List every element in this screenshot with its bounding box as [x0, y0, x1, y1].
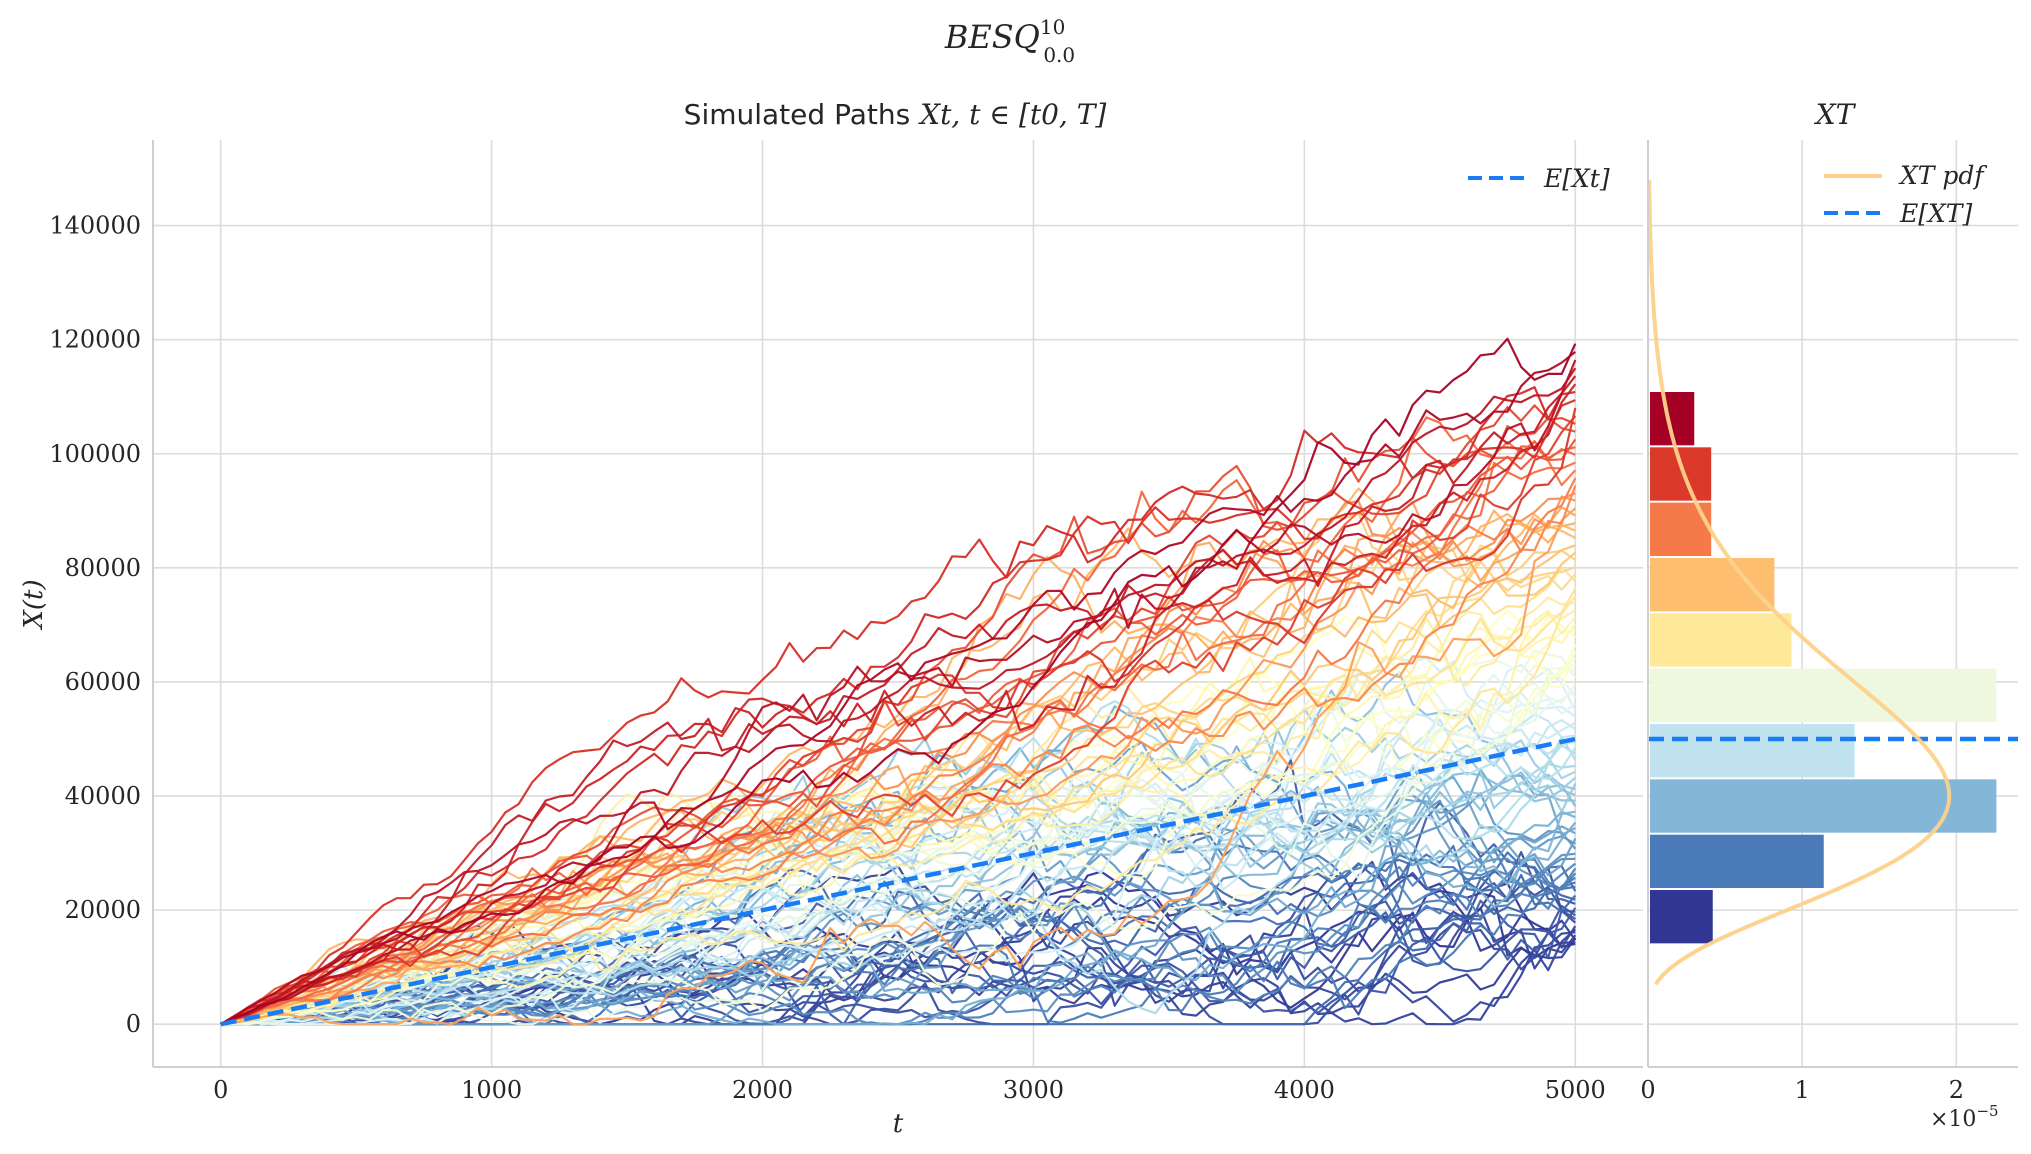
simulated-paths — [220, 337, 1577, 1026]
histogram-bar — [1650, 613, 1792, 667]
histogram-bar — [1650, 668, 1997, 723]
paths-y-tick-label: 20000 — [65, 896, 141, 924]
paths-y-tick-label: 80000 — [65, 554, 141, 582]
paths-y-tick-label: 60000 — [65, 668, 141, 696]
paths-x-tick-label: 1000 — [461, 1076, 522, 1104]
paths-x-axis-label: t — [893, 1109, 904, 1139]
histogram-legend-label-expectation: E[XT] — [1899, 199, 1972, 228]
simulated-path — [220, 663, 1576, 1026]
paths-y-tick-label: 40000 — [65, 782, 141, 810]
simulated-path — [220, 705, 1576, 1026]
paths-y-tick-label: 0 — [126, 1010, 141, 1038]
paths-title-prefix: Simulated Paths — [684, 98, 911, 131]
expectation-line — [220, 736, 1576, 1027]
suptitle-sub: 0.0 — [1043, 43, 1075, 67]
histogram-legend-label-pdf: XT pdf — [1898, 161, 1987, 190]
simulated-path — [220, 445, 1576, 1026]
x-scale-base: ×10 — [1930, 1107, 1976, 1132]
simulated-path — [220, 507, 1577, 1026]
paths-x-ticks: 0 1000 2000 3000 4000 5000 — [213, 1076, 1606, 1104]
paths-panel-title: Simulated Paths Xt, t ∈ [t0, T] — [684, 98, 1107, 131]
simulated-path — [220, 670, 1577, 1026]
simulated-path — [220, 871, 1576, 1026]
simulated-path — [220, 595, 1577, 1026]
paths-y-ticks: 0 20000 40000 60000 80000 100000 120000 140000 — [49, 212, 141, 1039]
histogram-x-tick-label: 0 — [1640, 1076, 1655, 1104]
simulated-path — [220, 845, 1577, 1026]
histogram-bar — [1650, 558, 1775, 612]
paths-legend-label-expectation: E[Xt] — [1543, 164, 1610, 193]
paths-y-tick-label: 100000 — [49, 440, 141, 468]
simulated-path — [220, 609, 1577, 1026]
paths-y-tick-label: 120000 — [49, 326, 141, 354]
simulated-path — [220, 712, 1576, 1026]
paths-y-axis-label: X(t) — [19, 579, 49, 630]
simulated-path — [220, 367, 1577, 1026]
simulated-path — [220, 404, 1576, 1026]
simulated-path — [220, 768, 1576, 1026]
simulated-path — [220, 375, 1577, 1026]
histogram-bar — [1650, 447, 1712, 501]
histogram-x-tick-label: 2 — [1949, 1076, 1964, 1104]
simulated-path — [220, 399, 1576, 1026]
histogram-bar — [1650, 834, 1824, 889]
figure-suptitle: BESQ10 0.0 — [944, 15, 1075, 67]
paths-legend: E[Xt] — [1468, 164, 1610, 193]
simulated-path — [220, 509, 1576, 1026]
paths-x-tick-label: 3000 — [1003, 1076, 1064, 1104]
histogram-x-tick-label: 1 — [1795, 1076, 1810, 1104]
simulated-path — [220, 351, 1576, 1026]
expectation-line-group — [220, 736, 1576, 1027]
suptitle-sup: 10 — [1040, 15, 1065, 39]
simulated-path — [220, 682, 1577, 1026]
histogram-title: XT — [1814, 98, 1857, 131]
paths-y-tick-label: 140000 — [49, 212, 141, 240]
simulated-path — [220, 415, 1577, 1026]
paths-x-tick-label: 0 — [213, 1076, 228, 1104]
histogram-pdf-curve — [1647, 179, 1952, 986]
simulated-path — [220, 485, 1577, 1026]
histogram-bar — [1650, 890, 1713, 944]
x-scale-exp: −5 — [1976, 1102, 1998, 1120]
simulated-path — [220, 386, 1576, 1026]
simulated-path — [220, 383, 1577, 1026]
simulated-path — [220, 614, 1577, 1026]
histogram-legend: XT pdf E[XT] — [1824, 161, 1987, 228]
histogram-panel: XT 0 1 2 ×10−5 XT pdf E[XT] — [1640, 98, 2018, 1132]
histogram-bar — [1650, 779, 1997, 833]
histogram-bars — [1650, 392, 1997, 944]
simulated-path — [220, 407, 1577, 1026]
histogram-bar — [1650, 724, 1855, 778]
simulated-path — [220, 337, 1577, 1026]
histogram-pdf-group — [1647, 179, 1952, 986]
simulated-path — [220, 821, 1577, 1026]
suptitle-main: BESQ — [944, 18, 1040, 56]
simulated-path — [220, 664, 1576, 1026]
histogram-x-ticks: 0 1 2 — [1640, 1076, 1964, 1104]
paths-x-tick-label: 2000 — [732, 1076, 793, 1104]
paths-x-tick-label: 5000 — [1545, 1076, 1606, 1104]
paths-title-math: Xt, t ∈ [t0, T] — [918, 98, 1106, 131]
paths-x-tick-label: 4000 — [1274, 1076, 1335, 1104]
histogram-x-scale-label: ×10−5 — [1930, 1102, 1999, 1132]
paths-panel: Simulated Paths Xt, t ∈ [t0, T] 0 1000 2000… — [19, 98, 1643, 1139]
simulated-path — [220, 851, 1577, 1026]
simulated-path — [220, 438, 1577, 1026]
